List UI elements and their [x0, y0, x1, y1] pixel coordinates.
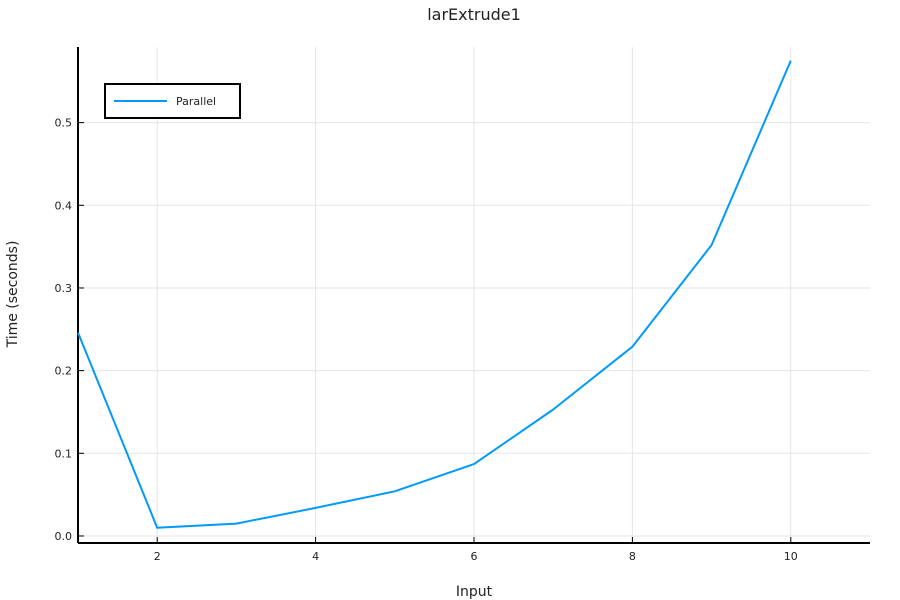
y-tick-label: 0.2: [55, 365, 73, 378]
x-tick-label: 8: [629, 550, 636, 563]
y-tick-label: 0.3: [55, 282, 73, 295]
y-ticks: 0.0 0.1 0.2 0.3 0.4 0.5: [55, 117, 84, 543]
x-tick-label: 10: [784, 550, 798, 563]
y-tick-label: 0.0: [55, 530, 73, 543]
x-axis-label: Input: [456, 584, 493, 600]
x-tick-label: 2: [154, 550, 161, 563]
y-tick-label: 0.5: [55, 117, 73, 130]
legend-label-parallel: Parallel: [176, 95, 216, 108]
x-tick-label: 4: [312, 550, 319, 563]
series-line-parallel: [77, 60, 792, 529]
legend: Parallel: [104, 83, 241, 119]
x-tick-label: 6: [471, 550, 478, 563]
chart-title: larExtrude1: [427, 5, 521, 24]
series-lines: [77, 60, 792, 529]
x-ticks: 2 4 6 8 10: [154, 537, 798, 563]
y-tick-label: 0.4: [55, 199, 73, 212]
y-tick-label: 0.1: [55, 447, 73, 460]
grid: [78, 47, 870, 543]
y-axis-label: Time (seconds): [5, 241, 21, 349]
